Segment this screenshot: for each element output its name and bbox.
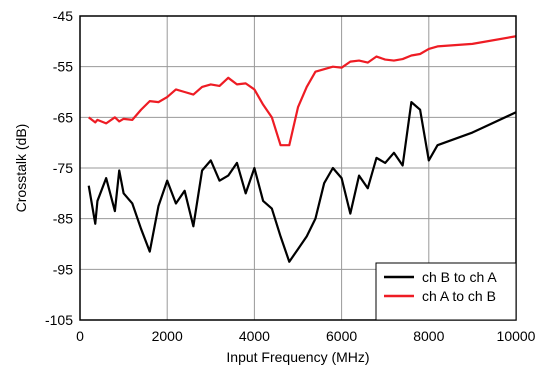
series-line-ch-a-to-ch-b xyxy=(88,35,517,147)
x-axis-label: Input Frequency (MHz) xyxy=(226,349,369,365)
x-tick-label: 10000 xyxy=(497,328,536,344)
y-tick-labels: -45 -55 -65 -75 -85 -95 -105 xyxy=(45,8,73,328)
series-line-ch-b-to-ch-a xyxy=(87,101,517,263)
legend: ch B to ch A ch A to ch B xyxy=(375,262,517,321)
plot-area-frame xyxy=(79,15,517,321)
x-tick-labels: 0 2000 4000 6000 8000 10000 xyxy=(76,328,536,344)
y-tick-label: -45 xyxy=(53,8,73,24)
x-tick-label: 4000 xyxy=(239,328,270,344)
legend-label-ch-b-to-ch-a: ch B to ch A xyxy=(422,269,497,285)
series-lines xyxy=(87,35,517,263)
y-axis-label: Crosstalk (dB) xyxy=(13,124,29,213)
x-tick-label: 8000 xyxy=(413,328,444,344)
y-tick-label: -65 xyxy=(53,109,73,125)
y-tick-label: -95 xyxy=(53,261,73,277)
y-tick-label: -105 xyxy=(45,312,73,328)
y-tick-label: -85 xyxy=(53,211,73,227)
x-tick-label: 2000 xyxy=(152,328,183,344)
y-tick-label: -75 xyxy=(53,160,73,176)
legend-box xyxy=(375,262,517,321)
legend-label-ch-a-to-ch-b: ch A to ch B xyxy=(422,288,496,304)
x-tick-label: 6000 xyxy=(326,328,357,344)
x-tick-label: 0 xyxy=(76,328,84,344)
y-tick-label: -55 xyxy=(53,59,73,75)
